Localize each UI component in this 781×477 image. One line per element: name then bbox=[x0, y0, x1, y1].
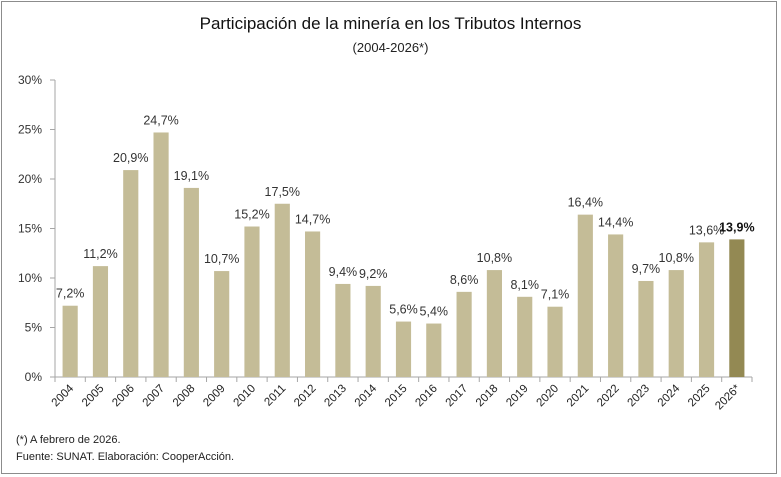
data-label: 24,7% bbox=[143, 113, 178, 127]
bar bbox=[698, 242, 715, 377]
bar bbox=[456, 291, 472, 377]
data-label: 5,6% bbox=[389, 303, 418, 317]
x-tick-label: 2024 bbox=[656, 382, 683, 409]
data-label: 13,6% bbox=[689, 223, 724, 237]
chart-title: Participación de la minería en los Tribu… bbox=[199, 14, 582, 33]
x-tick-label: 2009 bbox=[201, 383, 228, 410]
data-label: 10,7% bbox=[204, 252, 239, 266]
x-tick-label: 2023 bbox=[625, 383, 652, 410]
x-tick-label: 2013 bbox=[322, 383, 349, 410]
y-tick-label: 5% bbox=[25, 321, 43, 335]
x-tick-label: 2021 bbox=[565, 383, 592, 410]
bar bbox=[395, 321, 412, 377]
data-label: 17,5% bbox=[265, 185, 300, 199]
data-label: 10,8% bbox=[659, 251, 694, 265]
x-tick-label: 2026* bbox=[713, 382, 743, 412]
x-tick-label: 2019 bbox=[504, 383, 531, 410]
bar bbox=[153, 132, 169, 377]
data-label: 7,1% bbox=[541, 288, 570, 302]
x-tick-label: 2016 bbox=[413, 383, 440, 410]
x-tick-label: 2018 bbox=[474, 383, 501, 410]
data-label: 19,1% bbox=[174, 169, 209, 183]
bar bbox=[668, 270, 684, 377]
y-tick-label: 15% bbox=[18, 222, 42, 236]
bar bbox=[305, 231, 321, 377]
x-axis: 2004 2005 2006 2007 2008 2009 2010 2011 2012 2013… bbox=[50, 376, 753, 412]
data-label: 20,9% bbox=[113, 151, 148, 165]
y-tick-label: 20% bbox=[18, 172, 42, 186]
x-tick-label: 2005 bbox=[80, 383, 107, 410]
bar bbox=[426, 323, 442, 377]
bar bbox=[335, 283, 351, 377]
data-label: 5,4% bbox=[420, 305, 449, 319]
bar-highlight bbox=[729, 239, 745, 377]
chart-subtitle: (2004-2026*) bbox=[352, 40, 429, 55]
data-label: 9,2% bbox=[359, 267, 388, 281]
y-tick-label: 10% bbox=[18, 271, 42, 285]
bar bbox=[486, 270, 502, 377]
y-tick-label: 25% bbox=[18, 123, 42, 137]
bars bbox=[62, 132, 745, 377]
x-tick-label: 2006 bbox=[110, 383, 137, 410]
data-label: 8,1% bbox=[510, 278, 539, 292]
x-tick-label: 2012 bbox=[292, 383, 319, 410]
bar bbox=[92, 266, 109, 377]
x-tick-label: 2020 bbox=[535, 383, 562, 410]
x-tick-label: 2017 bbox=[444, 383, 471, 410]
bar bbox=[62, 305, 78, 377]
x-tick-label: 2004 bbox=[50, 382, 77, 409]
y-axis: 0% 5% 10% 15% 20% 25% 30% bbox=[18, 73, 56, 384]
x-tick-label: 2007 bbox=[141, 383, 168, 410]
bar bbox=[274, 203, 290, 377]
data-label: 16,4% bbox=[568, 196, 603, 210]
bar bbox=[577, 214, 593, 377]
bar bbox=[517, 296, 533, 377]
x-tick-label: 2008 bbox=[171, 383, 198, 410]
data-label: 14,7% bbox=[295, 212, 330, 226]
bar bbox=[123, 170, 139, 377]
x-tick-label: 2010 bbox=[232, 383, 259, 410]
x-tick-label: 2015 bbox=[383, 383, 410, 410]
bar bbox=[365, 285, 381, 377]
x-tick-label: 2011 bbox=[262, 383, 288, 409]
x-tick-label: 2022 bbox=[595, 383, 622, 410]
data-label: 9,4% bbox=[329, 265, 358, 279]
data-label: 9,7% bbox=[632, 262, 661, 276]
y-tick-label: 0% bbox=[25, 370, 43, 384]
bar bbox=[244, 226, 260, 377]
data-labels: 7,2% 11,2% 20,9% 24,7% 19,1% 10,7% 15,2% 17,5% 1… bbox=[56, 113, 755, 318]
x-tick-label: 2025 bbox=[686, 383, 713, 410]
footnote-source: Fuente: SUNAT. Elaboración: CooperAcción… bbox=[16, 451, 235, 463]
data-label: 11,2% bbox=[83, 247, 118, 261]
x-tick-label: 2014 bbox=[353, 382, 380, 409]
y-tick-label: 30% bbox=[18, 73, 42, 87]
data-label: 14,4% bbox=[598, 215, 633, 229]
data-label: 7,2% bbox=[56, 287, 85, 301]
bar bbox=[183, 187, 199, 377]
data-label: 10,8% bbox=[477, 251, 512, 265]
data-label: 13,9% bbox=[719, 220, 754, 234]
bar bbox=[638, 280, 654, 377]
bar bbox=[547, 306, 563, 377]
data-label: 15,2% bbox=[234, 208, 269, 222]
data-label: 8,6% bbox=[450, 273, 479, 287]
footnote-note: (*) A febrero de 2026. bbox=[16, 434, 121, 446]
bar bbox=[608, 234, 624, 377]
bar bbox=[214, 271, 230, 377]
